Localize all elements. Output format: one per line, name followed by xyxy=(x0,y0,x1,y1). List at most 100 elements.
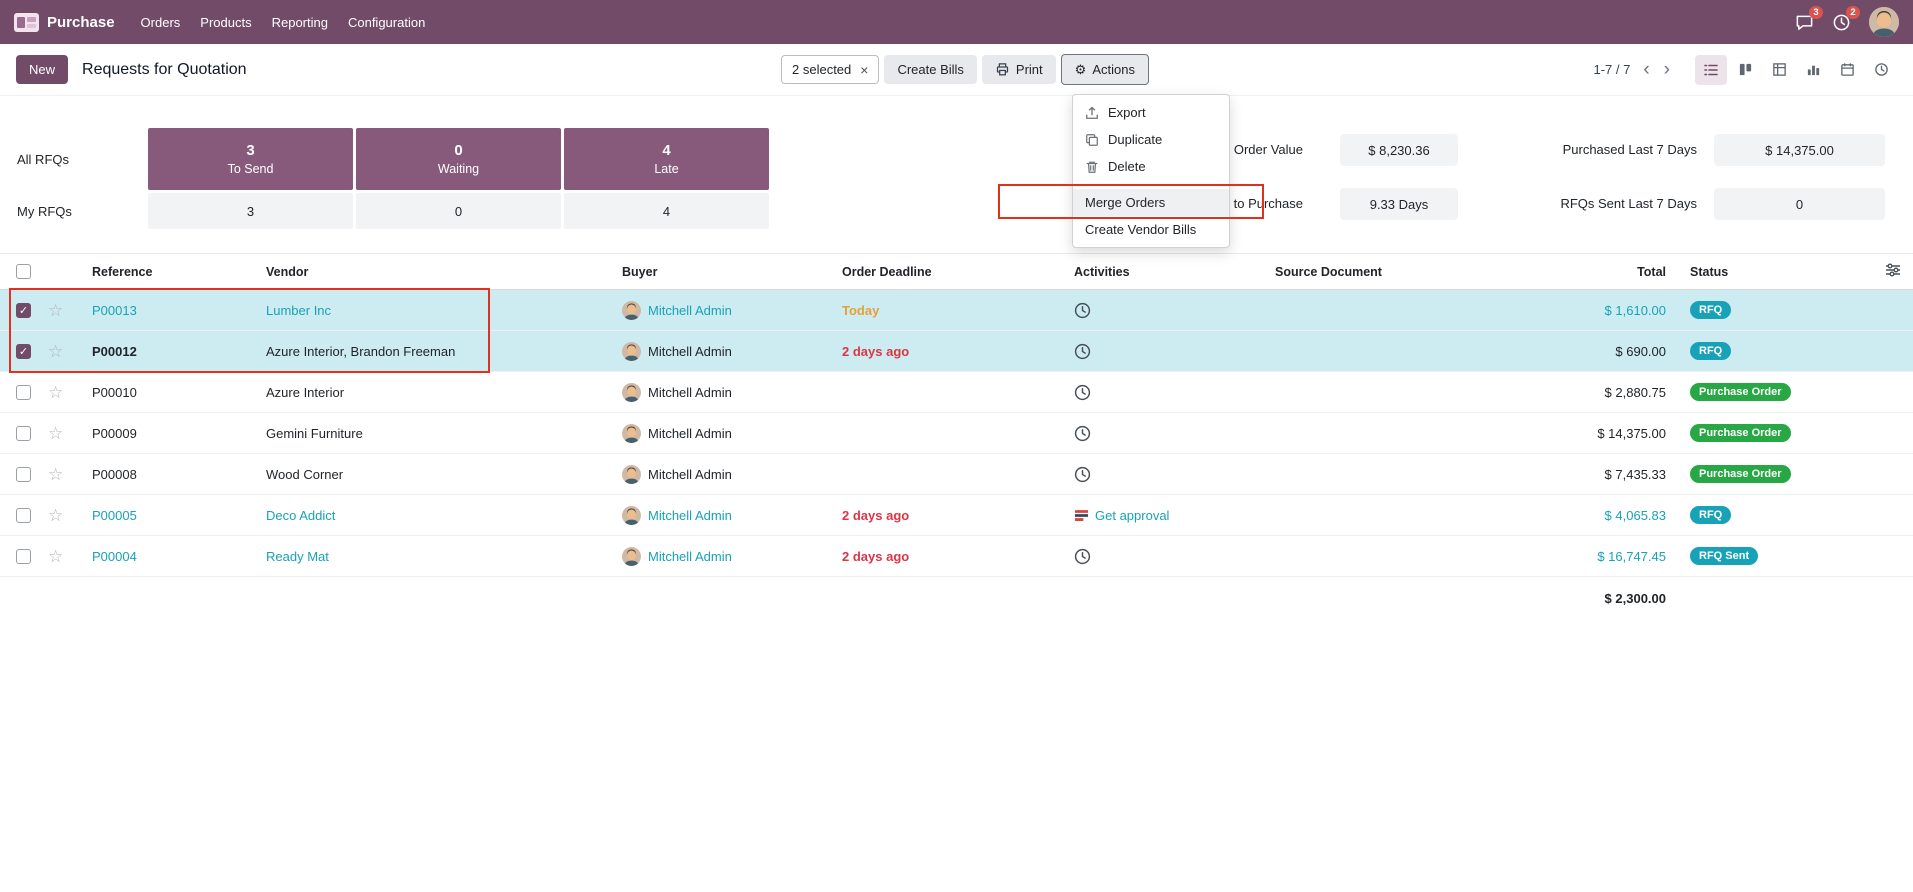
star-icon[interactable]: ☆ xyxy=(48,300,64,320)
row-checkbox-cell xyxy=(0,412,40,454)
pager-next-button[interactable]: › xyxy=(1663,59,1670,80)
messages-button[interactable]: 3 xyxy=(1795,5,1823,32)
star-icon[interactable]: ☆ xyxy=(48,505,64,525)
metric-order-value-label[interactable]: Order Value xyxy=(1233,142,1303,157)
row-checkbox[interactable]: ✓ xyxy=(16,302,31,318)
clear-selection-button[interactable]: × xyxy=(860,61,869,78)
column-header-source-document[interactable]: Source Document xyxy=(1267,253,1497,290)
star-icon[interactable]: ☆ xyxy=(48,382,64,402)
selection-counter: 2 selected × xyxy=(781,55,880,84)
buyer-cell: Mitchell Admin xyxy=(614,494,834,536)
kpi-all-late[interactable]: 4 Late xyxy=(564,128,769,190)
clock-activity-icon[interactable] xyxy=(1074,343,1091,360)
calendar-view-button[interactable] xyxy=(1831,55,1863,85)
kpi-my-late[interactable]: 4 xyxy=(564,193,769,229)
row-trailing-cell xyxy=(1872,330,1913,372)
star-icon[interactable]: ☆ xyxy=(48,464,64,484)
menu-item-duplicate[interactable]: Duplicate xyxy=(1073,126,1229,153)
activities-cell[interactable]: Get approval xyxy=(1066,494,1267,536)
row-checkbox[interactable] xyxy=(16,507,31,523)
activities-cell[interactable] xyxy=(1066,330,1267,372)
activities-cell[interactable] xyxy=(1066,289,1267,331)
order-deadline-cell: Today xyxy=(834,289,1066,331)
clock-activity-icon[interactable] xyxy=(1074,466,1091,483)
control-panel: New Requests for Quotation 2 selected × … xyxy=(0,44,1913,96)
pager-previous-button[interactable]: ‹ xyxy=(1643,59,1650,80)
table-row[interactable]: ☆ P00010 Azure Interior Mitchell Admin $… xyxy=(0,371,1913,413)
menu-orders[interactable]: Orders xyxy=(140,14,181,30)
app-brand[interactable]: Purchase xyxy=(14,12,115,32)
column-header-buyer[interactable]: Buyer xyxy=(614,253,834,290)
star-icon[interactable]: ☆ xyxy=(48,546,64,566)
kanban-view-button[interactable] xyxy=(1729,55,1761,85)
row-checkbox[interactable]: ✓ xyxy=(16,343,31,359)
buyer-avatar xyxy=(622,341,641,361)
clock-activity-icon[interactable] xyxy=(1074,548,1091,565)
clock-activity-icon[interactable] xyxy=(1074,384,1091,401)
menu-item-merge-orders[interactable]: Merge Orders xyxy=(1073,189,1229,216)
column-header-status[interactable]: Status xyxy=(1682,253,1872,290)
row-checkbox[interactable] xyxy=(16,548,31,564)
activity-view-button[interactable] xyxy=(1865,55,1897,85)
actions-button[interactable]: ⚙ Actions xyxy=(1060,54,1149,85)
column-header-activities[interactable]: Activities xyxy=(1066,253,1267,290)
kpi-my-to-send[interactable]: 3 xyxy=(148,193,353,229)
clock-activity-icon[interactable] xyxy=(1074,302,1091,319)
activities-button[interactable]: 2 xyxy=(1832,5,1860,32)
approval-activity-icon[interactable] xyxy=(1074,508,1089,523)
table-row[interactable]: ✓ ☆ P00013 Lumber Inc Mitchell Admin Tod… xyxy=(0,289,1913,331)
metric-order-value[interactable]: $ 8,230.36 xyxy=(1340,134,1458,166)
star-icon[interactable]: ☆ xyxy=(48,341,64,361)
list-view-button[interactable] xyxy=(1695,54,1727,85)
graph-view-button[interactable] xyxy=(1797,55,1829,85)
row-checkbox[interactable] xyxy=(16,425,31,441)
reference-cell: P00012 xyxy=(84,330,258,372)
kpi-all-to-send[interactable]: 3 To Send xyxy=(148,128,353,190)
metric-rfqs-sent-last-7-days-label[interactable]: RFQs Sent Last 7 Days xyxy=(1560,196,1697,211)
gear-icon: ⚙ xyxy=(1074,62,1087,77)
activities-badge: 2 xyxy=(1846,5,1860,19)
new-button[interactable]: New xyxy=(16,55,69,84)
status-cell: Purchase Order xyxy=(1682,371,1872,413)
menu-reporting[interactable]: Reporting xyxy=(271,14,328,30)
row-checkbox[interactable] xyxy=(16,466,31,482)
kpi-all-waiting[interactable]: 0 Waiting xyxy=(356,128,561,190)
status-cell: Purchase Order xyxy=(1682,412,1872,454)
menu-item-delete[interactable]: Delete xyxy=(1073,153,1229,180)
metric-purchased-last-7-days[interactable]: $ 14,375.00 xyxy=(1714,134,1885,166)
activities-cell[interactable] xyxy=(1066,412,1267,454)
create-bills-button[interactable]: Create Bills xyxy=(884,55,977,84)
table-row[interactable]: ☆ P00008 Wood Corner Mitchell Admin $ 7,… xyxy=(0,453,1913,495)
activities-cell[interactable] xyxy=(1066,453,1267,495)
select-all-checkbox[interactable] xyxy=(16,264,31,279)
metric-days-to-purchase[interactable]: 9.33 Days xyxy=(1340,188,1458,220)
metric-purchased-last-7-days-label[interactable]: Purchased Last 7 Days xyxy=(1562,142,1697,157)
print-button[interactable]: Print xyxy=(981,55,1056,84)
pivot-view-button[interactable] xyxy=(1763,55,1795,85)
metric-days-to-purchase-label[interactable]: to Purchase xyxy=(1233,196,1303,211)
pager[interactable]: 1-7 / 7 xyxy=(1593,62,1631,77)
table-row[interactable]: ☆ P00009 Gemini Furniture Mitchell Admin… xyxy=(0,412,1913,454)
selection-count-label: 2 selected xyxy=(792,62,852,77)
table-row[interactable]: ☆ P00005 Deco Addict Mitchell Admin 2 da… xyxy=(0,494,1913,536)
menu-item-create-vendor-bills[interactable]: Create Vendor Bills xyxy=(1073,216,1229,243)
column-header-total[interactable]: Total xyxy=(1497,253,1682,290)
column-header-vendor[interactable]: Vendor xyxy=(258,253,614,290)
activities-cell[interactable] xyxy=(1066,371,1267,413)
column-header-order-deadline[interactable]: Order Deadline xyxy=(834,253,1066,290)
kpi-my-waiting[interactable]: 0 xyxy=(356,193,561,229)
activities-cell[interactable] xyxy=(1066,535,1267,577)
row-checkbox[interactable] xyxy=(16,384,31,400)
metric-rfqs-sent-last-7-days[interactable]: 0 xyxy=(1714,188,1885,220)
menu-item-export[interactable]: Export xyxy=(1073,99,1229,126)
status-cell: RFQ xyxy=(1682,494,1872,536)
user-avatar[interactable] xyxy=(1869,7,1899,37)
menu-configuration[interactable]: Configuration xyxy=(347,14,426,30)
table-row[interactable]: ✓ ☆ P00012 Azure Interior, Brandon Freem… xyxy=(0,330,1913,372)
star-icon[interactable]: ☆ xyxy=(48,423,64,443)
column-settings-icon[interactable] xyxy=(1885,262,1901,278)
table-row[interactable]: ☆ P00004 Ready Mat Mitchell Admin 2 days… xyxy=(0,535,1913,577)
column-header-reference[interactable]: Reference xyxy=(84,253,258,290)
clock-activity-icon[interactable] xyxy=(1074,425,1091,442)
menu-products[interactable]: Products xyxy=(200,14,252,30)
